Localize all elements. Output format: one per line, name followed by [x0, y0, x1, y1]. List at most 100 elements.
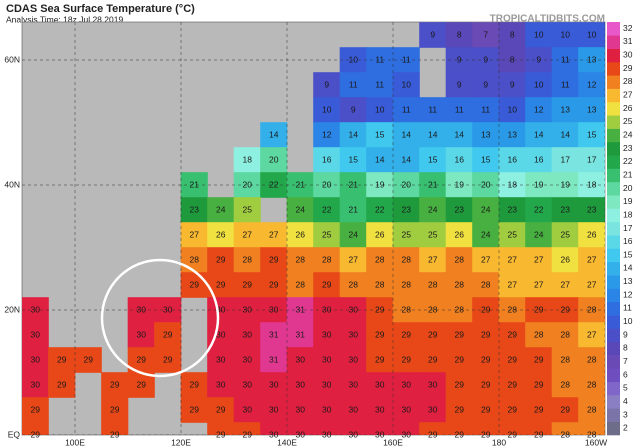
sst-cell [366, 247, 394, 273]
sst-value: 17 [587, 154, 597, 164]
sst-value: 29 [84, 354, 94, 364]
sst-cell [180, 272, 208, 298]
sst-value: 29 [508, 329, 518, 339]
sst-cell [286, 247, 314, 273]
sst-cell [578, 247, 605, 273]
sst-value: 25 [243, 204, 253, 214]
colorbar-label: 2 [623, 423, 628, 433]
sst-value: 28 [322, 254, 332, 264]
sst-cell [339, 347, 367, 373]
colorbar-segment [607, 101, 620, 116]
sst-cell [366, 372, 394, 398]
sst-cell [366, 72, 394, 98]
sst-value: 25 [508, 229, 518, 239]
sst-value: 30 [243, 329, 253, 339]
sst-value: 29 [110, 404, 120, 414]
sst-value: 29 [481, 304, 491, 314]
colorbar-segment [607, 315, 620, 329]
sst-cell [366, 147, 394, 173]
sst-cell [525, 272, 553, 298]
sst-value: 29 [561, 404, 571, 414]
sst-value: 30 [296, 404, 306, 414]
sst-value: 30 [349, 429, 359, 439]
sst-cell [339, 147, 367, 173]
sst-cell [551, 197, 579, 223]
sst-cell [313, 397, 341, 423]
sst-value: 29 [163, 354, 173, 364]
sst-value: 24 [296, 204, 306, 214]
sst-value: 21 [349, 179, 359, 189]
sst-value: 10 [322, 104, 332, 114]
sst-value: 30 [375, 379, 385, 389]
sst-cell [525, 97, 553, 123]
sst-cell [339, 72, 367, 98]
sst-cell [74, 347, 102, 373]
sst-cell [392, 197, 420, 223]
sst-cell [180, 197, 208, 223]
sst-value: 28 [402, 279, 412, 289]
sst-cell [260, 422, 288, 435]
sst-value: 28 [587, 404, 597, 414]
sst-labels: 9 8 7 8 10 10 10 10 11 11 9 9 8 9 11 13 9 11 11 10 9 9 9 10 11 12… [31, 29, 597, 439]
sst-value: 10 [402, 79, 412, 89]
sst-cell [339, 372, 367, 398]
sst-cell [366, 347, 394, 373]
sst-value: 11 [481, 104, 490, 114]
sst-value: 29 [57, 379, 67, 389]
sst-cell [419, 397, 447, 423]
sst-value: 29 [455, 379, 465, 389]
colorbar-label: 26 [623, 103, 633, 113]
sst-cell [419, 122, 447, 148]
sst-value: 20 [269, 154, 279, 164]
sst-value: 29 [402, 329, 412, 339]
colorbar-label: 29 [623, 63, 633, 73]
sst-value: 30 [428, 404, 438, 414]
sst-value: 29 [428, 329, 438, 339]
sst-cell [551, 322, 579, 348]
sst-value: 21 [428, 179, 438, 189]
sst-value: 27 [190, 229, 200, 239]
sst-value: 31 [296, 329, 306, 339]
sst-value: 29 [216, 429, 226, 439]
colorbar-label: 4 [623, 396, 628, 406]
sst-value: 11 [561, 79, 570, 89]
sst-value: 30 [31, 304, 41, 314]
sst-value: 27 [587, 329, 597, 339]
sst-value: 26 [296, 229, 306, 239]
colorbar-segment [607, 408, 620, 422]
sst-value: 25 [561, 229, 571, 239]
sst-value: 27 [587, 279, 597, 289]
sst-value: 28 [561, 379, 571, 389]
sst-value: 30 [349, 354, 359, 364]
sst-value: 29 [163, 329, 173, 339]
sst-value: 28 [402, 304, 412, 314]
sst-cell [339, 322, 367, 348]
sst-value: 30 [428, 379, 438, 389]
sst-value: 28 [561, 329, 571, 339]
brand: TROPICALTIDBITS.COM [490, 14, 605, 25]
colorbar-segment [607, 155, 620, 169]
sst-value: 14 [455, 129, 465, 139]
sst-cell [154, 322, 182, 348]
sst-value: 28 [296, 254, 306, 264]
sst-value: 9 [351, 104, 356, 114]
sst-value: 30 [402, 379, 412, 389]
sst-cell [445, 422, 473, 435]
sst-cell [286, 372, 314, 398]
colorbar-label: 28 [623, 76, 633, 86]
sst-cell [392, 247, 420, 273]
sst-value: 30 [375, 404, 385, 414]
sst-value: 29 [481, 404, 491, 414]
sst-cell [419, 322, 447, 348]
sst-cell [233, 222, 261, 248]
sst-value: 29 [402, 354, 412, 364]
sst-cell [154, 347, 182, 373]
sst-value: 29 [137, 379, 147, 389]
sst-value: 30 [349, 404, 359, 414]
sst-value: 8 [510, 29, 515, 39]
sst-cell [260, 397, 288, 423]
sst-cell [233, 197, 261, 223]
sst-value: 30 [322, 379, 332, 389]
highlight-circle [100, 258, 220, 378]
sst-cell [233, 322, 261, 348]
